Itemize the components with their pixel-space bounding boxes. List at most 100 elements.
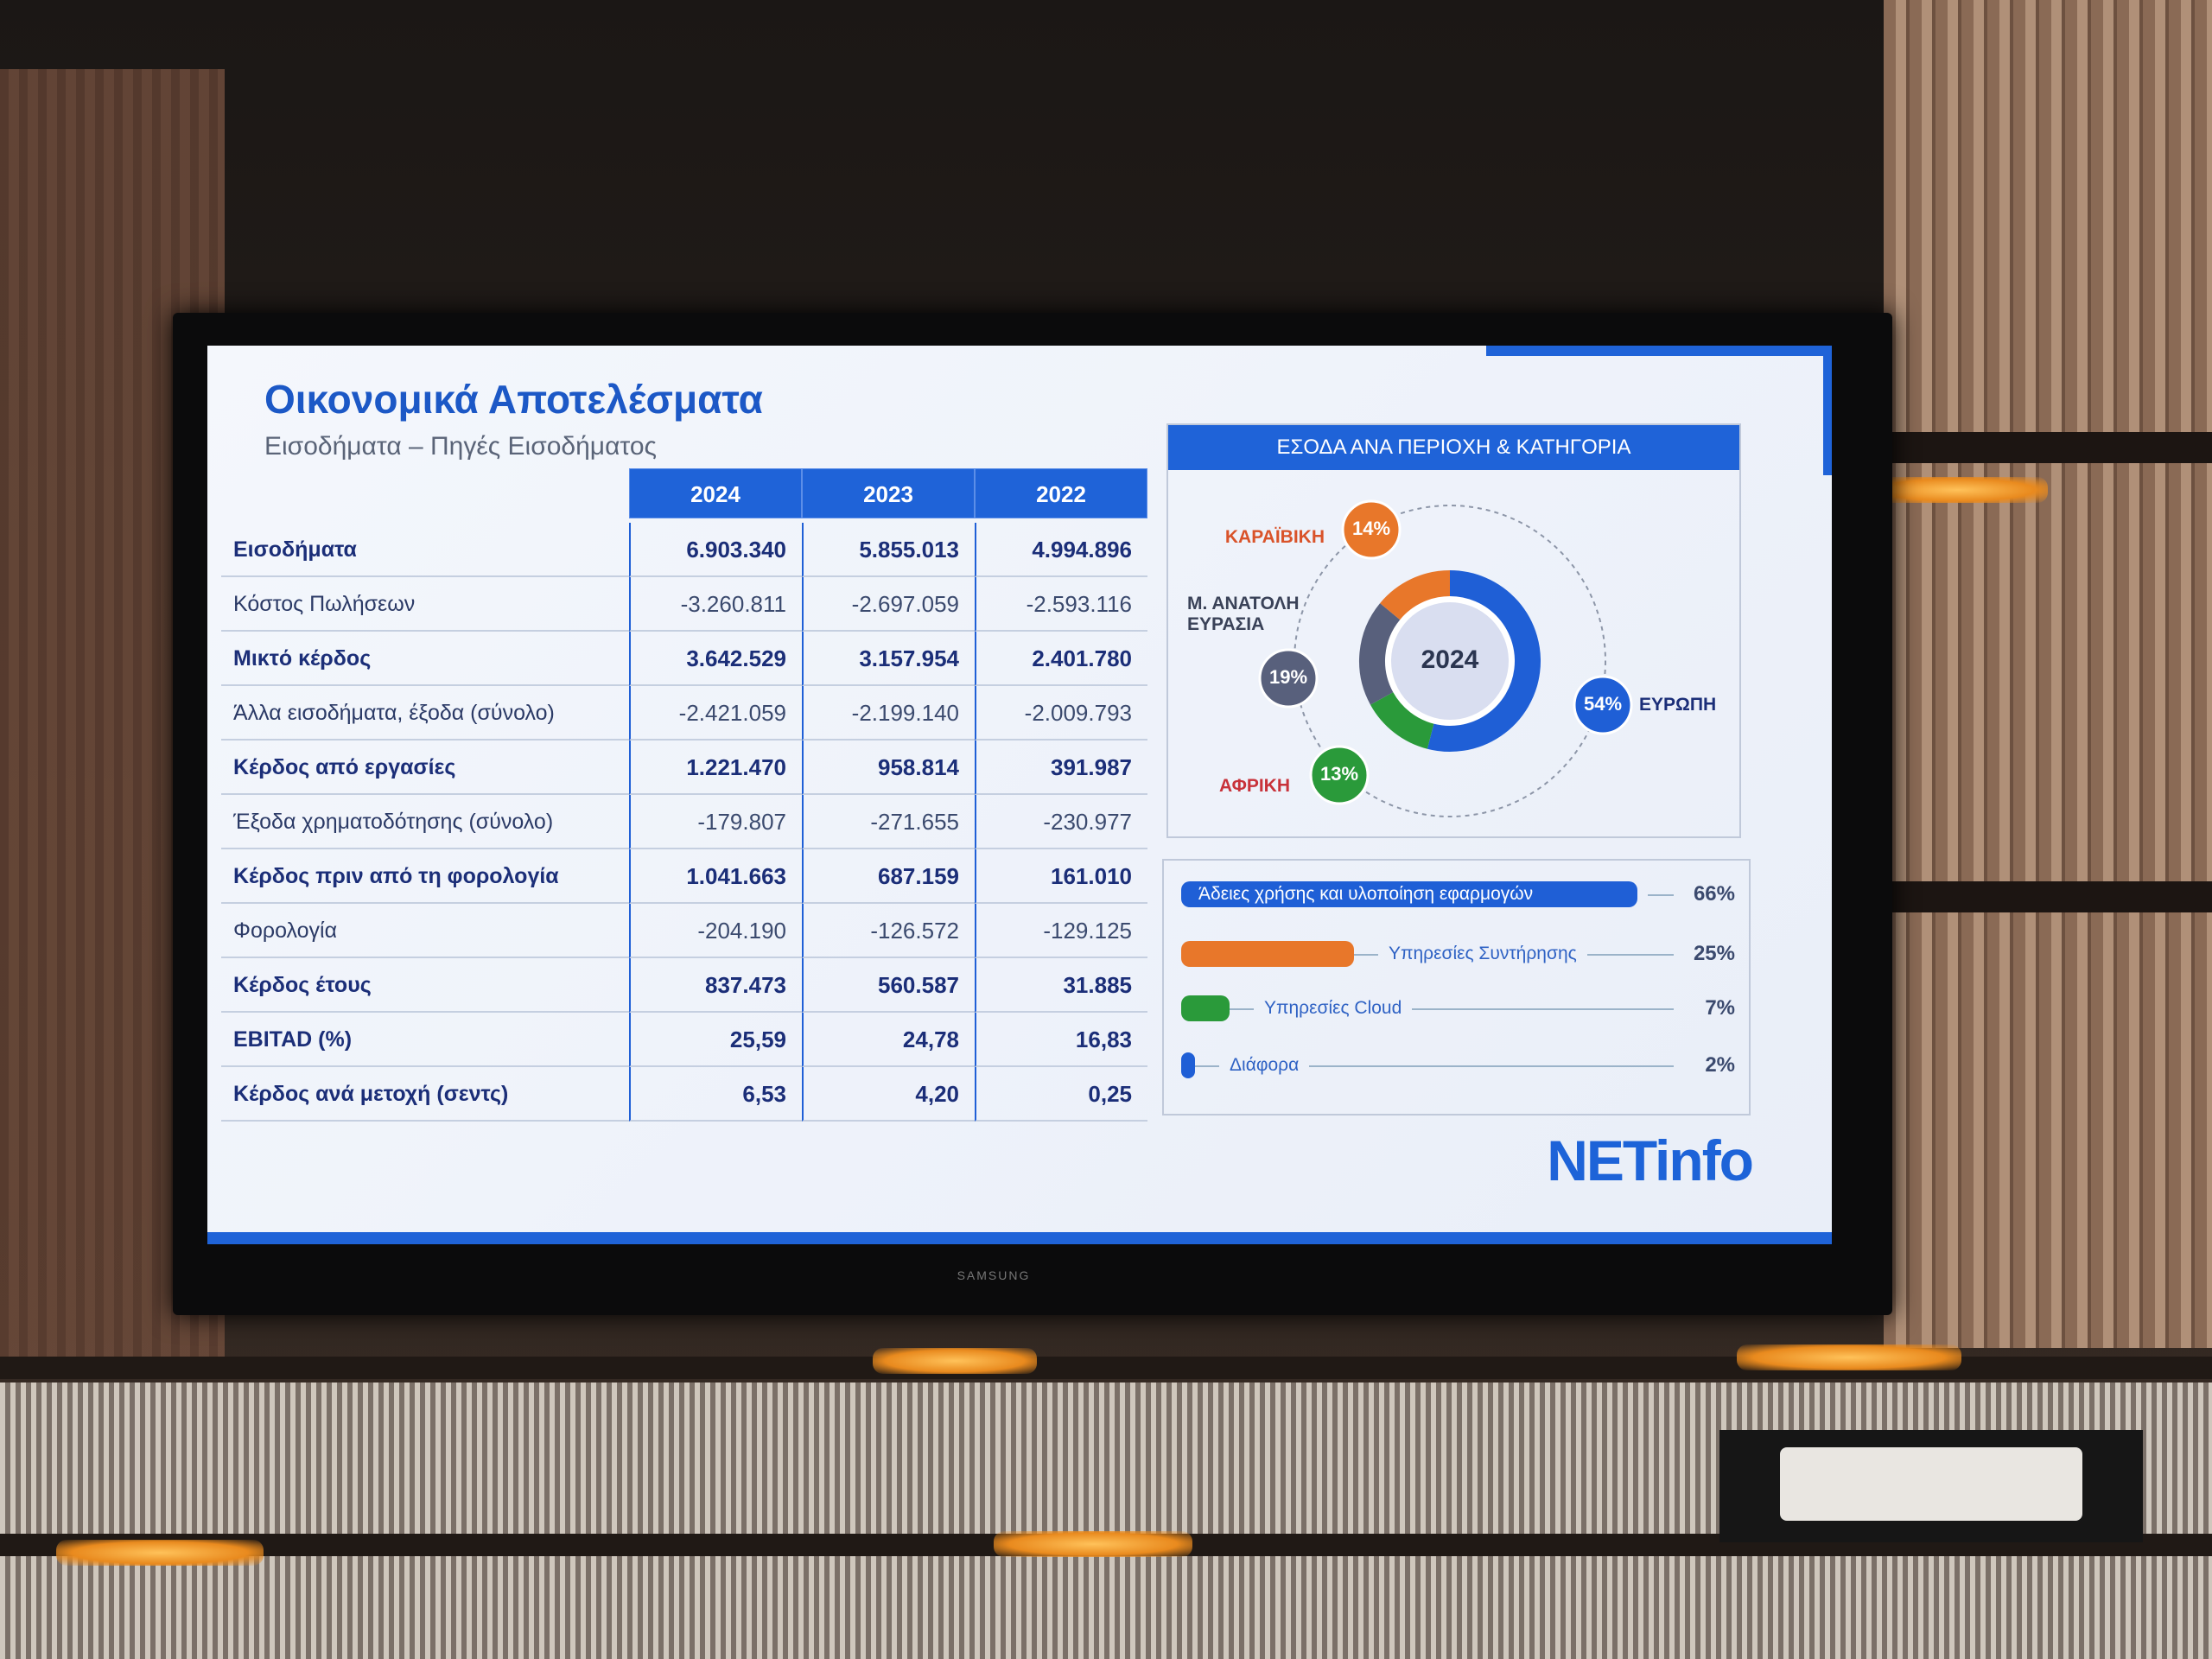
cell-value: 2.401.780 [975,632,1147,686]
ledge [1875,432,2212,463]
cell-value: 1.041.663 [629,849,802,904]
row-label: Κόστος Πωλήσεων [221,577,629,632]
connector [1309,1065,1674,1067]
donut-segment [1380,570,1451,620]
tv-brand: SAMSUNG [957,1268,1031,1282]
cell-value: 161.010 [975,849,1147,904]
cell-value: 6,53 [629,1067,802,1122]
row-label: Άλλα εισοδήματα, έξοδα (σύνολο) [221,686,629,741]
bar-category: Διάφορα [1230,1055,1300,1075]
orbit [1294,505,1606,817]
slide-title: Οικονομικά Αποτελέσματα [264,377,763,422]
region-label: ΑΦΡΙΚΗ [1218,776,1290,796]
cell-value: -271.655 [802,795,975,849]
row-label: Φορολογία [221,904,629,958]
row-label: Εισοδήματα [221,523,629,577]
cell-value: 16,83 [975,1013,1147,1067]
cell-value: 31.885 [975,958,1147,1013]
cell-value: 1.221.470 [629,741,802,795]
bar-value: 25% [1693,942,1735,965]
bar [1181,995,1230,1021]
percent-bubble [1309,745,1370,805]
cell-value: -126.572 [802,904,975,958]
donut-center [1384,595,1516,727]
connector [1230,1008,1254,1010]
cell-value: 3.642.529 [629,632,802,686]
region-label: Μ. ΑΝΑΤΟΛΗ ΕΥΡΑΣΙΑ [1187,594,1300,634]
accent [1486,346,1832,356]
center-label: 2024 [1421,645,1479,674]
cell-value: -2.199.140 [802,686,975,741]
percent-bubble [1258,648,1319,709]
row-label: Έξοδα χρηματοδότησης (σύνολο) [221,795,629,849]
lamp [56,1540,264,1566]
projector [1719,1430,2143,1542]
connector [1354,954,1378,956]
cell-value: -179.807 [629,795,802,849]
bar [1181,1052,1195,1078]
percent-label: 54% [1584,693,1622,715]
bar-category: Υπηρεσίες Συντήρησης [1389,944,1577,963]
row-label: Μικτό κέρδος [221,632,629,686]
connector [1587,954,1674,956]
ledge [1875,881,2212,912]
cell-value: -3.260.811 [629,577,802,632]
cell-value: -2.421.059 [629,686,802,741]
cell-value: 4.994.896 [975,523,1147,577]
column-header: 2024 [629,468,802,518]
row-label: EBITAD (%) [221,1013,629,1067]
percent-bubble [1573,675,1633,735]
lamp [1737,1344,1961,1370]
cell-value: -129.125 [975,904,1147,958]
cell-value: 5.855.013 [802,523,975,577]
cell-value: 0,25 [975,1067,1147,1122]
donut-segment [1370,691,1434,749]
percent-label: 14% [1352,518,1390,539]
logo: NETinfo [1547,1128,1754,1192]
connector [1412,1008,1674,1010]
accent [1823,346,1832,475]
bar-value: 2% [1705,1053,1735,1077]
connector [1648,894,1674,896]
slide-subtitle: Εισοδήματα – Πηγές Εισοδήματος [264,432,657,461]
bars-panel: Άδειες χρήσης και υλοποίηση εφαρμογών 66%… [1162,859,1751,1116]
cell-value: -204.190 [629,904,802,958]
bar-value: 66% [1693,882,1735,906]
bar-category: Άδειες χρήσης και υλοποίηση εφαρμογών [1198,884,1534,904]
cell-value: 837.473 [629,958,802,1013]
bar [1181,941,1354,967]
lamp [994,1531,1192,1557]
cell-value: 24,78 [802,1013,975,1067]
cell-value: -2.009.793 [975,686,1147,741]
column-header: 2022 [975,468,1147,518]
cell-value: 687.159 [802,849,975,904]
slide: Οικονομικά Αποτελέσματα Εισοδήματα – Πηγ… [207,346,1832,1244]
donut-panel: ΕΣΟΔΑ ΑΝΑ ΠΕΡΙΟΧΗ & ΚΑΤΗΓΟΡΙΑ 2024 54% 13… [1166,423,1741,838]
wall [1884,0,2212,1348]
cell-value: -230.977 [975,795,1147,849]
column-header: 2023 [802,468,975,518]
bar-category: Υπηρεσίες Cloud [1264,998,1402,1018]
row-label: Κέρδος πριν από τη φορολογία [221,849,629,904]
cell-value: 6.903.340 [629,523,802,577]
donut-chart: 2024 54% 13% 19% 14% [1258,499,1633,817]
lamp [1866,477,2048,503]
cell-value: 4,20 [802,1067,975,1122]
percent-label: 19% [1269,666,1307,688]
cell-value: 391.987 [975,741,1147,795]
cell-value: 3.157.954 [802,632,975,686]
cell-value: 560.587 [802,958,975,1013]
percent-label: 13% [1320,763,1358,785]
donut-segment [1359,603,1401,705]
row-label: Κέρδος ανά μετοχή (σεντς) [221,1067,629,1122]
region-label: ΕΥΡΩΠΗ [1639,695,1717,715]
cell-value: -2.697.059 [802,577,975,632]
percent-bubble [1341,499,1402,560]
accent [207,1232,1832,1244]
bar-value: 7% [1705,996,1735,1020]
region-label: ΚΑΡΑΪΒΙΚΗ [1224,527,1325,547]
cell-value: 958.814 [802,741,975,795]
cell-value: 25,59 [629,1013,802,1067]
cell-value: -2.593.116 [975,577,1147,632]
